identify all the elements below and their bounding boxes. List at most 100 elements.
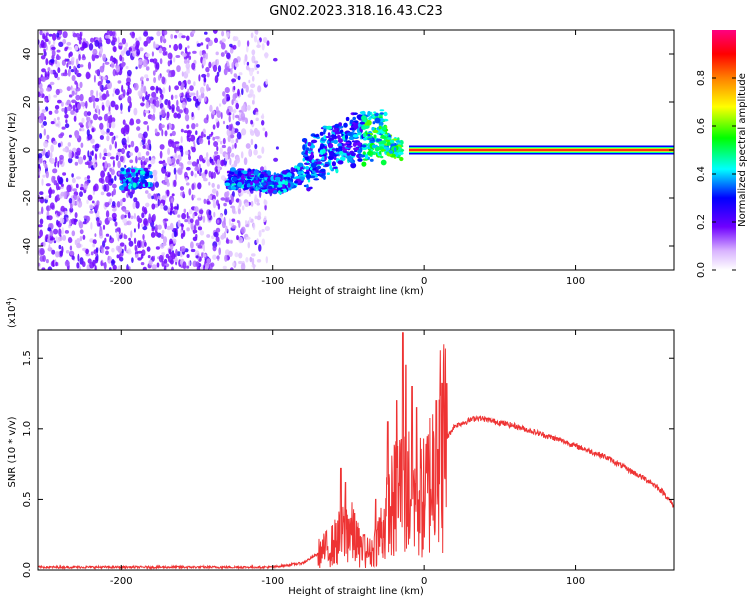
spectrogram-signal-cell (343, 122, 348, 128)
spectrogram-noise-cell (65, 250, 70, 254)
spectrogram-noise-cell (215, 190, 219, 197)
spectrogram-noise-cell (234, 114, 240, 119)
spectrogram-noise-cell (66, 86, 71, 92)
spectrogram-noise-cell (71, 173, 74, 178)
spectrogram-noise-cell (125, 50, 131, 56)
spectrogram-noise-cell (206, 44, 209, 50)
y-tick-label: 0.0 (22, 562, 33, 578)
spectrogram-noise-cell (122, 197, 126, 203)
spectrogram-noise-cell (137, 250, 143, 254)
spectrogram-noise-cell (202, 215, 206, 223)
spectrogram-signal-cell (311, 139, 318, 144)
spectrogram-noise-cell (171, 130, 176, 136)
spectrogram-noise-cell (120, 102, 123, 111)
y-tick-label: 1.0 (22, 421, 33, 437)
spectrogram-noise-cell (176, 146, 180, 150)
spectrogram-noise-cell (68, 94, 73, 98)
spectrogram-noise-cell (62, 234, 67, 241)
spectrogram-noise-cell (95, 54, 99, 59)
spectrogram-noise-cell (231, 218, 236, 222)
spectrogram-noise-cell (181, 52, 187, 57)
spectrogram-noise-cell (114, 88, 120, 96)
spectrogram-signal-cell (372, 121, 376, 125)
spectrogram-noise-cell (214, 37, 218, 43)
spectrogram-noise-cell (133, 107, 138, 116)
spectrogram-noise-cell (74, 45, 79, 51)
spectrogram-noise-cell (231, 62, 235, 69)
spectrogram-noise-cell (50, 121, 55, 125)
spectrogram-noise-cell (261, 43, 265, 51)
spectrogram-noise-cell (255, 111, 259, 116)
spectrogram-signal-cell (149, 171, 153, 175)
spectrogram-signal-cell (282, 170, 289, 175)
spectrogram-noise-cell (258, 244, 262, 252)
spectrogram-noise-cell (195, 130, 198, 135)
spectrogram-noise-cell (51, 46, 56, 51)
spectrogram-noise-cell (222, 265, 227, 270)
spectrogram-signal-cell (240, 175, 245, 180)
spectrogram-noise-cell (45, 170, 49, 179)
spectrogram-noise-cell (178, 109, 183, 114)
spectrogram-noise-cell (54, 105, 60, 110)
spectrogram-noise-cell (41, 206, 44, 215)
colorbar-tick-label: 0.6 (696, 118, 707, 134)
spectrogram-noise-cell (265, 256, 268, 264)
spectrogram-noise-cell (49, 202, 55, 209)
spectrogram-signal-cell (350, 162, 357, 169)
spectrogram-noise-cell (192, 140, 196, 145)
spectrogram-noise-cell (171, 193, 175, 197)
spectrogram-noise-cell (75, 58, 79, 66)
spectrogram-noise-cell (143, 31, 149, 37)
spectrogram-signal-cell (374, 146, 381, 152)
spectrogram-noise-cell (77, 103, 82, 110)
spectrogram-noise-cell (196, 43, 201, 47)
spectrogram-noise-cell (79, 229, 84, 235)
spectrogram-noise-cell (224, 93, 227, 102)
y-tick-label: 1.5 (22, 350, 33, 366)
spectrogram-noise-cell (231, 164, 236, 168)
spectrogram-noise-cell (159, 113, 162, 121)
spectrogram-noise-cell (264, 204, 267, 211)
spectrogram-noise-cell (216, 159, 221, 167)
spectrogram-signal-cell (327, 132, 331, 137)
spectrogram-noise-cell (84, 161, 90, 165)
spectrogram-noise-cell (147, 139, 151, 146)
spectrogram-noise-cell (224, 50, 228, 54)
spectrogram-noise-cell (153, 77, 157, 83)
spectrogram-noise-cell (164, 175, 168, 183)
spectrogram-signal-cell (302, 144, 306, 151)
spectrogram-noise-cell (42, 255, 46, 262)
spectrogram-noise-cell (206, 159, 211, 167)
colorbar-label: Normalized spectral amplitude (737, 73, 748, 227)
spectrogram-signal-cell (322, 148, 326, 154)
spectrogram-noise-cell (90, 95, 96, 102)
spectrogram-noise-cell (51, 249, 56, 255)
spectrogram-noise-cell (167, 156, 172, 162)
spectrogram-noise-cell (74, 212, 78, 219)
spectrogram-noise-cell (142, 266, 147, 270)
y-tick-label: 0.5 (22, 491, 33, 507)
spectrogram-noise-cell (121, 147, 125, 155)
spectrogram-noise-cell (40, 112, 45, 121)
spectrogram-noise-cell (47, 266, 53, 270)
spectrogram-noise-cell (87, 61, 92, 70)
spectrogram-noise-cell (249, 89, 254, 97)
spectrogram-noise-cell (163, 258, 168, 265)
spectrogram-noise-cell (161, 46, 167, 52)
colorbar-gradient (712, 30, 736, 270)
spectrogram-noise-cell (191, 183, 195, 191)
spectrogram-noise-cell (102, 156, 106, 160)
spectrogram-noise-cell (176, 113, 181, 119)
spectrogram-noise-cell (56, 49, 61, 53)
spectrogram-noise-cell (186, 265, 190, 269)
spectrogram-noise-cell (82, 54, 85, 59)
spectrogram-noise-cell (123, 125, 129, 131)
spectrogram-noise-cell (44, 98, 48, 103)
spectrogram-noise-cell (128, 237, 132, 242)
spectrogram-signal-cell (367, 138, 374, 141)
spectrogram-noise-cell (214, 75, 219, 84)
spectrogram-noise-cell (236, 235, 239, 241)
spectrogram-noise-cell (254, 215, 258, 220)
spectrogram-noise-cell (65, 119, 68, 124)
spectrogram-noise-cell (250, 119, 254, 125)
